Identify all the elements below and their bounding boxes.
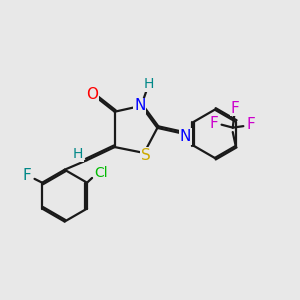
- Text: H: H: [73, 147, 83, 161]
- Text: F: F: [22, 168, 31, 183]
- Text: S: S: [141, 148, 151, 163]
- Text: N: N: [134, 98, 146, 113]
- Text: F: F: [209, 116, 218, 131]
- Text: H: H: [143, 77, 154, 91]
- Text: F: F: [247, 117, 255, 132]
- Text: N: N: [180, 129, 191, 144]
- Text: Cl: Cl: [94, 166, 108, 180]
- Text: F: F: [230, 101, 239, 116]
- Text: O: O: [87, 87, 99, 102]
